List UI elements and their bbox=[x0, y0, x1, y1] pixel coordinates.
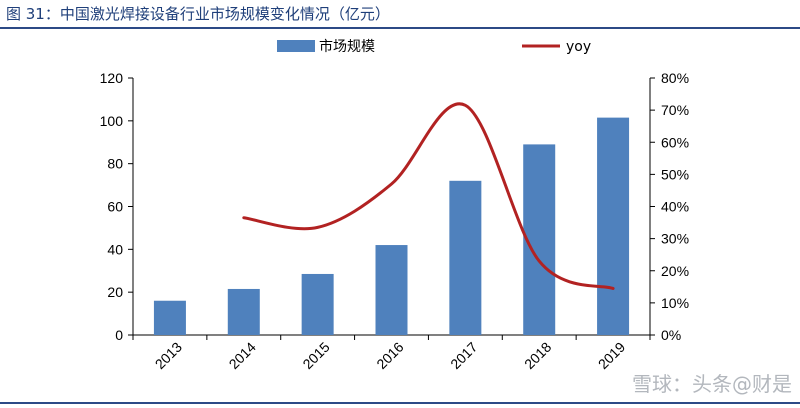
right-axis-tick-label: 10% bbox=[661, 295, 689, 311]
bottom-divider bbox=[0, 402, 800, 404]
legend-swatch-market-size bbox=[277, 40, 315, 52]
left-axis-tick-label: 60 bbox=[107, 199, 123, 215]
x-axis-tick-label: 2018 bbox=[521, 339, 554, 372]
bar-2017 bbox=[449, 180, 482, 335]
right-axis-tick-label: 60% bbox=[661, 134, 689, 150]
x-axis-tick-label: 2015 bbox=[299, 339, 332, 372]
right-axis-tick-label: 20% bbox=[661, 263, 689, 279]
left-axis-tick-label: 20 bbox=[107, 284, 123, 300]
yoy-line bbox=[242, 102, 615, 290]
right-axis-tick-label: 80% bbox=[661, 70, 689, 86]
left-axis-tick-label: 100 bbox=[100, 113, 124, 129]
x-axis-tick-label: 2017 bbox=[447, 339, 480, 372]
bar-2016 bbox=[375, 245, 408, 335]
bar-2013 bbox=[153, 300, 186, 335]
left-axis-tick-label: 120 bbox=[100, 70, 124, 86]
left-axis-tick-label: 80 bbox=[107, 156, 123, 172]
legend-label-market-size: 市场规模 bbox=[319, 38, 375, 55]
x-axis-tick-label: 2014 bbox=[226, 339, 259, 372]
left-axis-tick-label: 40 bbox=[107, 241, 123, 257]
figure-title: 图 31：中国激光焊接设备行业市场规模变化情况（亿元） bbox=[6, 5, 390, 23]
bar-2018 bbox=[523, 144, 556, 335]
bar-2019 bbox=[597, 117, 630, 335]
right-axis-tick-label: 30% bbox=[661, 231, 689, 247]
x-axis-tick-label: 2016 bbox=[373, 339, 406, 372]
watermark: 雪球：头条@财是 bbox=[632, 372, 792, 396]
left-axis-tick-label: 0 bbox=[115, 327, 123, 343]
bar-2015 bbox=[301, 273, 334, 335]
right-axis-tick-label: 40% bbox=[661, 199, 689, 215]
legend-label-yoy: yoy bbox=[566, 39, 591, 55]
right-axis-tick-label: 50% bbox=[661, 166, 689, 182]
x-axis-tick-label: 2013 bbox=[152, 339, 185, 372]
bar-2014 bbox=[227, 288, 260, 335]
x-axis-tick-label: 2019 bbox=[595, 339, 628, 372]
title-divider bbox=[0, 27, 800, 29]
right-axis-tick-label: 0% bbox=[661, 327, 681, 343]
right-axis-tick-label: 70% bbox=[661, 102, 689, 118]
